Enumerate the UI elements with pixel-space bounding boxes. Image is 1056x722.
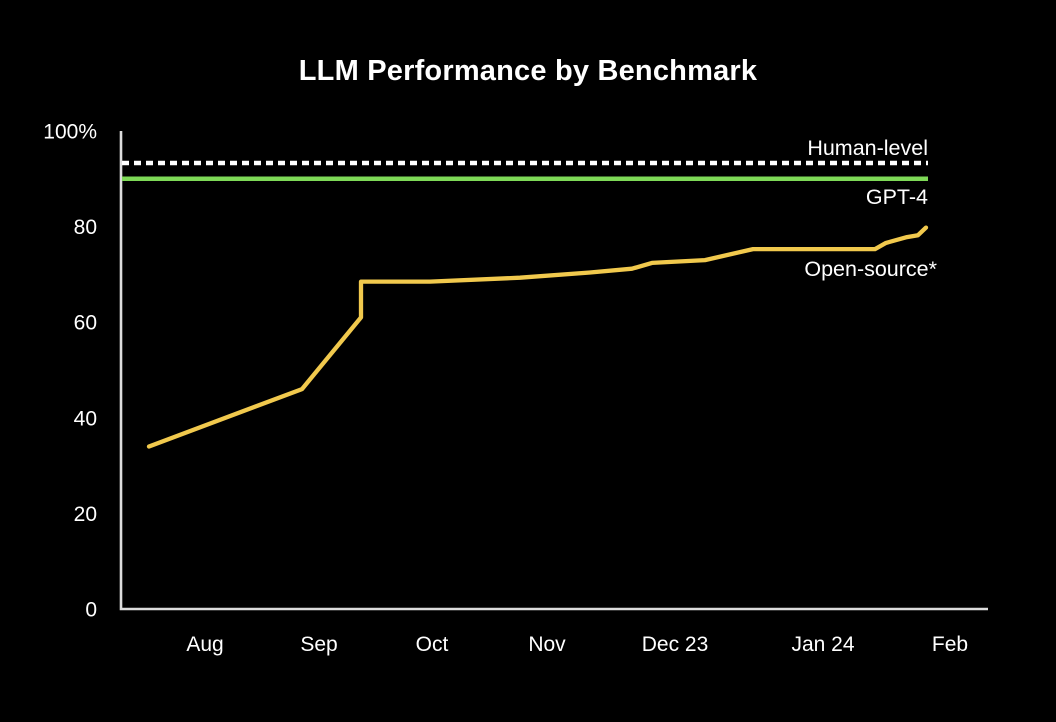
human-level-label: Human-level (807, 136, 928, 160)
open-source-line (146, 225, 929, 449)
x-axis-tick-label: Dec 23 (642, 633, 709, 656)
y-axis-tick-label: 20 (74, 503, 97, 526)
x-axis-tick-label: Sep (300, 633, 337, 656)
y-axis-tick-labels: 100% 80 60 40 20 0 (43, 121, 97, 622)
y-axis-tick-label: 40 (74, 407, 97, 430)
x-axis-tick-label: Jan 24 (791, 633, 854, 656)
gpt4-label: GPT-4 (866, 185, 928, 209)
axis-lines (119, 131, 988, 611)
x-axis-tick-label: Nov (528, 633, 566, 656)
y-axis-tick-label: 100% (43, 121, 97, 144)
annotation-labels-group: Human-level GPT-4 Open-source* (804, 136, 937, 281)
axes-group (119, 131, 988, 611)
chart-title: LLM Performance by Benchmark (299, 55, 758, 87)
chart-title-group: LLM Performance by Benchmark (299, 55, 758, 87)
y-axis-tick-label: 80 (74, 216, 97, 239)
y-axis-tick-label: 0 (85, 599, 97, 622)
x-axis-tick-label: Oct (416, 633, 449, 656)
reference-lines-group (122, 160, 928, 182)
x-axis-tick-label: Aug (186, 633, 223, 656)
x-axis-tick-labels: Aug Sep Oct Nov Dec 23 Jan 24 Feb (186, 633, 968, 656)
open-source-label: Open-source* (804, 257, 937, 281)
y-axis-tick-label: 60 (74, 312, 97, 335)
x-axis-tick-label: Feb (932, 633, 968, 656)
series-group (146, 225, 929, 449)
